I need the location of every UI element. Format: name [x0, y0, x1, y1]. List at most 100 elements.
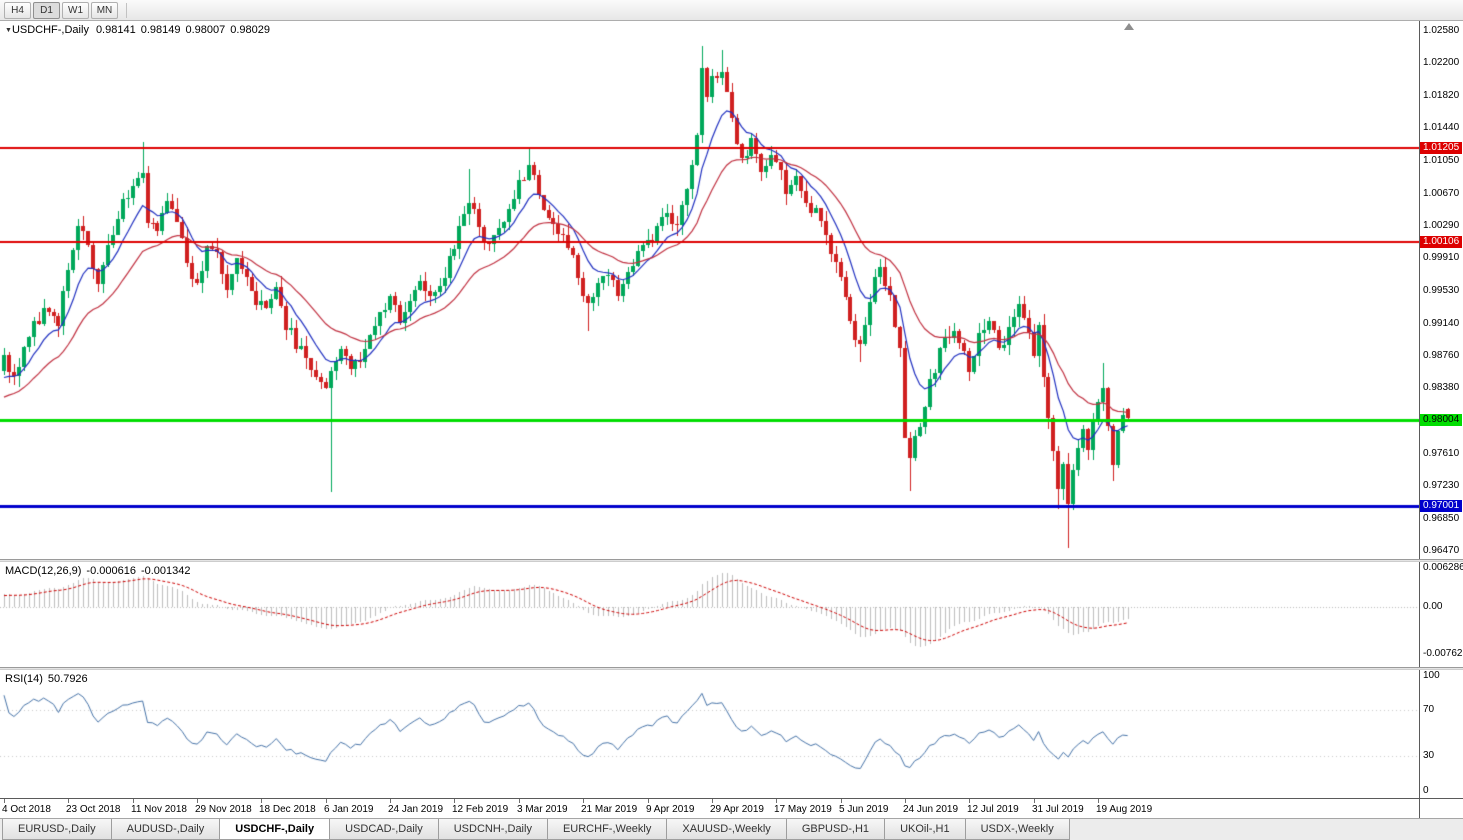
chart-tab-gbpusd-h1[interactable]: GBPUSD-,H1 — [785, 819, 886, 840]
price-chart-canvas[interactable] — [0, 21, 1419, 559]
price-axis-label: 1.02580 — [1423, 25, 1460, 37]
macd-axis[interactable]: 0.006286 0.00 -0.00762 — [1419, 562, 1463, 667]
date-label: 24 Jun 2019 — [903, 804, 959, 815]
date-tick — [326, 799, 327, 803]
chart-window: ▼ USDCHF-,Daily 0.98141 0.98149 0.98007 … — [0, 21, 1463, 818]
price-axis-label: 0.99530 — [1423, 284, 1460, 296]
ohlc-low: 0.98007 — [185, 24, 226, 36]
chart-tab-audusd-daily[interactable]: AUDUSD-,Daily — [110, 819, 221, 840]
chart-tab-xauusd-weekly[interactable]: XAUUSD-,Weekly — [666, 819, 787, 840]
date-label: 21 Mar 2019 — [581, 804, 638, 815]
macd-chart-canvas[interactable] — [0, 562, 1419, 667]
time-axis[interactable]: 4 Oct 2018 23 Oct 2018 11 Nov 2018 29 Nov 2… — [0, 798, 1463, 818]
chart-tab-eurusd-daily[interactable]: EURUSD-,Daily — [2, 819, 112, 840]
date-label: 18 Dec 2018 — [259, 804, 316, 815]
price-axis-label: 1.00670 — [1423, 187, 1460, 199]
price-axis-label: 0.96470 — [1423, 545, 1460, 556]
price-line-badge: 1.00106 — [1420, 235, 1462, 248]
timeframe-button-d1[interactable]: D1 — [33, 1, 60, 19]
date-tick — [1098, 799, 1099, 803]
chart-tab-usdcad-daily[interactable]: USDCAD-,Daily — [329, 819, 439, 840]
date-label: 4 Oct 2018 — [2, 804, 51, 815]
chart-tab-ukoil-h1[interactable]: UKOil-,H1 — [884, 819, 966, 840]
panel-splitter-macd[interactable] — [0, 559, 1463, 562]
date-tick — [648, 799, 649, 803]
collapse-arrow-icon[interactable]: ▼ — [5, 26, 12, 34]
macd-signal-value: -0.001342 — [140, 565, 191, 577]
date-tick — [519, 799, 520, 803]
toolbar-separator — [126, 2, 127, 18]
chart-tab-usdcnh-daily[interactable]: USDCNH-,Daily — [437, 819, 548, 840]
date-label: 31 Jul 2019 — [1032, 804, 1084, 815]
price-axis[interactable]: 1.02580 1.02200 1.01820 1.01440 1.01050 1.006… — [1419, 21, 1462, 559]
price-axis-label: 0.98380 — [1423, 382, 1460, 394]
rsi-chart-canvas[interactable] — [0, 670, 1419, 798]
rsi-axis-label: 0 — [1423, 784, 1429, 796]
date-label: 12 Jul 2019 — [967, 804, 1019, 815]
rsi-axis[interactable]: 100 70 30 0 — [1419, 670, 1462, 798]
date-label: 9 Apr 2019 — [646, 804, 695, 815]
timeframe-button-w1[interactable]: W1 — [62, 1, 89, 19]
date-tick — [1034, 799, 1035, 803]
rsi-panel: RSI(14) 50.7926 100 70 30 0 — [0, 670, 1463, 798]
macd-axis-label: 0.00 — [1423, 601, 1443, 613]
ohlc-open: 0.98141 — [95, 24, 136, 36]
macd-axis-label: 0.006286 — [1423, 562, 1463, 574]
date-label: 5 Jun 2019 — [839, 804, 889, 815]
date-tick — [969, 799, 970, 803]
date-tick — [390, 799, 391, 803]
macd-panel: MACD(12,26,9) -0.000616 -0.001342 0.0062… — [0, 562, 1463, 667]
date-label: 17 May 2019 — [774, 804, 832, 815]
timeframe-buttons: H4 D1 W1 MN — [4, 1, 118, 19]
date-tick — [454, 799, 455, 803]
date-tick — [4, 799, 5, 803]
rsi-axis-label: 70 — [1423, 704, 1435, 716]
macd-name-label: MACD(12,26,9) — [5, 565, 82, 577]
date-label: 11 Nov 2018 — [131, 804, 187, 815]
rsi-axis-label: 100 — [1423, 669, 1440, 681]
rsi-axis-label: 30 — [1423, 750, 1435, 762]
price-axis-label: 0.99140 — [1423, 317, 1460, 329]
panel-splitter-rsi[interactable] — [0, 667, 1463, 670]
date-tick — [583, 799, 584, 803]
timeframe-button-mn[interactable]: MN — [91, 1, 118, 19]
macd-header: MACD(12,26,9) -0.000616 -0.001342 — [5, 565, 191, 577]
date-label: 19 Aug 2019 — [1096, 804, 1153, 815]
chart-tab-usdx-weekly[interactable]: USDX-,Weekly — [964, 819, 1070, 840]
timeframe-button-h4[interactable]: H4 — [4, 1, 31, 19]
price-line-badge: 0.98004 — [1420, 414, 1462, 427]
date-tick — [133, 799, 134, 803]
price-axis-label: 0.96850 — [1423, 512, 1460, 524]
date-label: 29 Apr 2019 — [710, 804, 764, 815]
date-tick — [261, 799, 262, 803]
date-label: 6 Jan 2019 — [324, 804, 374, 815]
price-axis-label: 1.01440 — [1423, 122, 1460, 134]
date-tick — [68, 799, 69, 803]
chart-tab-bar: EURUSD-,Daily AUDUSD-,Daily USDCHF-,Daily U… — [0, 818, 1463, 840]
chart-header: ▼ USDCHF-,Daily 0.98141 0.98149 0.98007 … — [5, 24, 270, 36]
price-axis-label: 0.97230 — [1423, 480, 1460, 492]
date-tick — [197, 799, 198, 803]
price-axis-label: 1.02200 — [1423, 57, 1460, 69]
date-label: 24 Jan 2019 — [388, 804, 444, 815]
price-axis-label: 1.00290 — [1423, 219, 1460, 231]
date-tick — [776, 799, 777, 803]
price-axis-label: 1.01050 — [1423, 155, 1460, 167]
chart-tab-usdchf-daily[interactable]: USDCHF-,Daily — [219, 819, 331, 840]
date-tick — [712, 799, 713, 803]
date-tick — [905, 799, 906, 803]
macd-axis-label: -0.00762 — [1423, 648, 1463, 660]
chart-tab-eurchf-weekly[interactable]: EURCHF-,Weekly — [546, 819, 668, 840]
date-label: 3 Mar 2019 — [517, 804, 568, 815]
ohlc-high: 0.98149 — [140, 24, 181, 36]
chart-symbol-label: USDCHF-,Daily — [11, 24, 89, 36]
date-label: 23 Oct 2018 — [66, 804, 121, 815]
price-axis-label: 0.99910 — [1423, 252, 1460, 264]
chart-shift-marker-icon — [1124, 23, 1134, 30]
price-axis-label: 0.98760 — [1423, 350, 1460, 362]
rsi-header: RSI(14) 50.7926 — [5, 673, 88, 685]
axis-corner-divider — [1419, 799, 1420, 818]
date-tick — [841, 799, 842, 803]
price-panel: ▼ USDCHF-,Daily 0.98141 0.98149 0.98007 … — [0, 21, 1463, 559]
price-line-badge: 0.97001 — [1420, 499, 1462, 512]
